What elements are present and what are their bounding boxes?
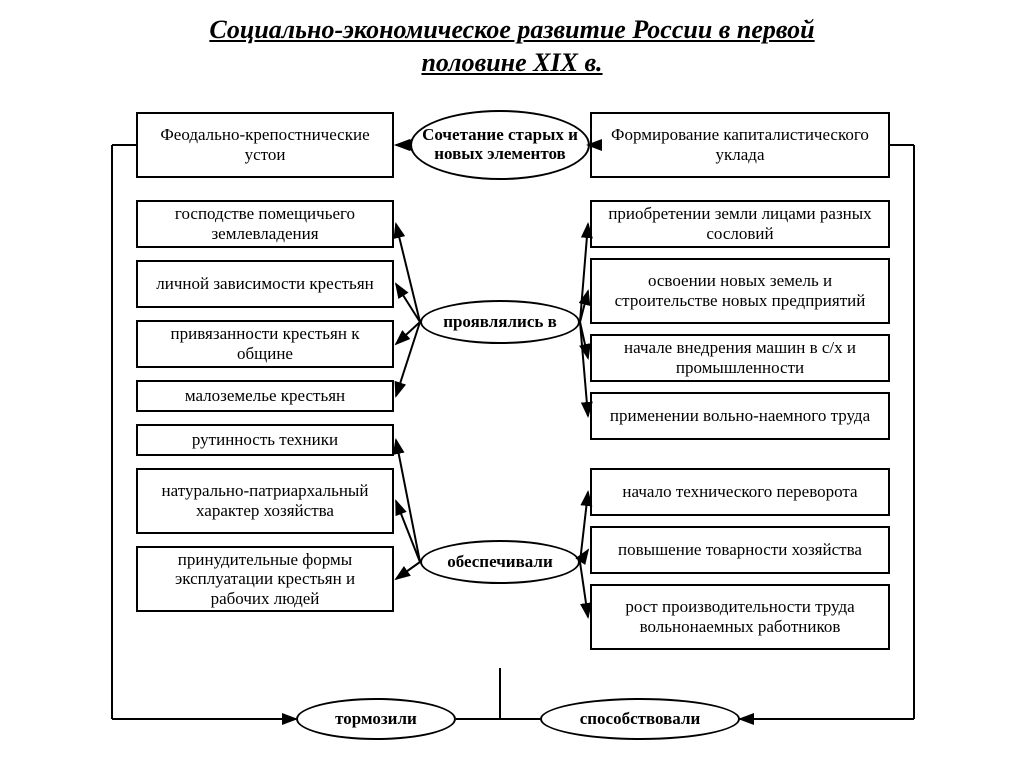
left-item: привязанности крестьян к общине — [136, 320, 394, 368]
right-item: начало технического переворота — [590, 468, 890, 516]
box-top-right: Формирование капиталистического уклада — [590, 112, 890, 178]
oval-top: Сочетание старых и новых элементов — [410, 110, 590, 180]
left-item: натурально-патриархальный характер хозяй… — [136, 468, 394, 534]
oval-slowed: тормозили — [296, 698, 456, 740]
title-l1: Социально-экономическое развитие России … — [209, 15, 814, 44]
right-item: применении вольно-наемного труда — [590, 392, 890, 440]
title-l2: половине XIX в. — [421, 48, 602, 77]
oval-manifested: проявлялись в — [420, 300, 580, 344]
right-item: начале внедрения машин в с/х и промышлен… — [590, 334, 890, 382]
box-top-left: Феодально-крепостнические устои — [136, 112, 394, 178]
left-item: личной зависимости крестьян — [136, 260, 394, 308]
left-item: принудительные формы эксплуатации кресть… — [136, 546, 394, 612]
right-item: повышение товарности хозяйства — [590, 526, 890, 574]
right-item: рост производительности труда вольнонаем… — [590, 584, 890, 650]
left-item: малоземелье крестьян — [136, 380, 394, 412]
page-title: Социально-экономическое развитие России … — [0, 0, 1024, 85]
left-item: рутинность техники — [136, 424, 394, 456]
left-item: господстве помещичьего землевладения — [136, 200, 394, 248]
right-item: приобретении земли лицами разных сослови… — [590, 200, 890, 248]
right-item: освоении новых земель и строительстве но… — [590, 258, 890, 324]
oval-favored: способствовали — [540, 698, 740, 740]
oval-provided: обеспечивали — [420, 540, 580, 584]
